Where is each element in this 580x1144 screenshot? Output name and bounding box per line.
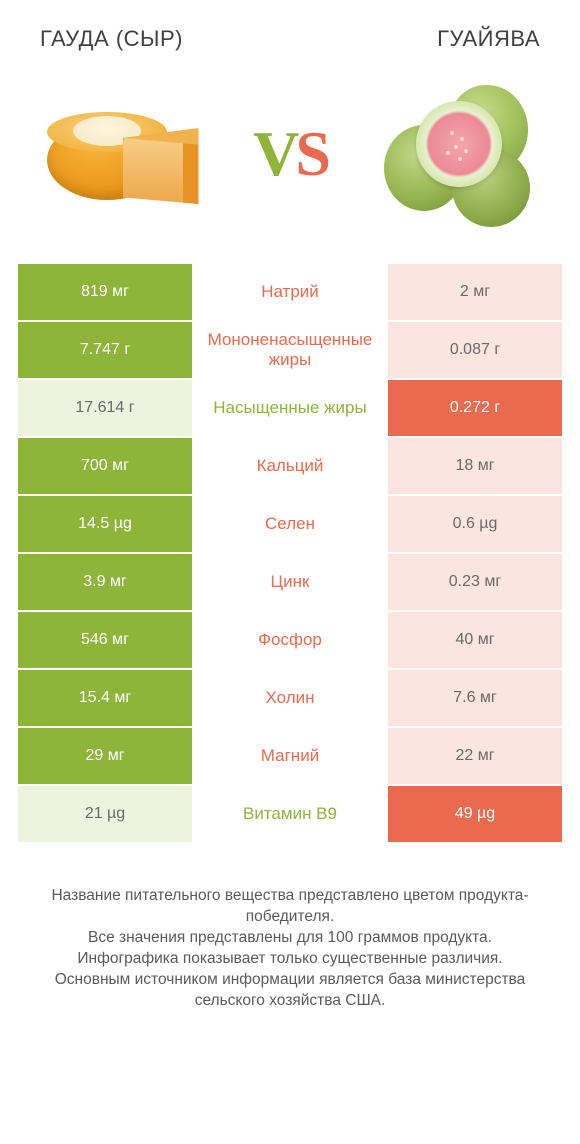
table-row: 546 мгФосфор40 мг (18, 612, 562, 670)
header: ГАУДА (СЫР) ГУАЙЯВА (0, 0, 580, 64)
table-row: 3.9 мгЦинк0.23 мг (18, 554, 562, 612)
left-value: 7.747 г (18, 322, 192, 378)
left-value: 819 мг (18, 264, 192, 320)
nutrient-label: Насыщенные жиры (192, 380, 388, 436)
nutrient-label: Селен (192, 496, 388, 552)
table-row: 17.614 гНасыщенные жиры0.272 г (18, 380, 562, 438)
left-value: 17.614 г (18, 380, 192, 436)
left-value: 546 мг (18, 612, 192, 668)
footnote-line: Название питательного вещества представл… (28, 886, 552, 928)
comparison-table: 819 мгНатрий2 мг7.747 гМононенасыщенные … (0, 264, 580, 844)
right-value: 0.6 µg (388, 496, 562, 552)
right-value: 2 мг (388, 264, 562, 320)
footnote-line: Основным источником информации является … (28, 970, 552, 1012)
left-product-title: ГАУДА (СЫР) (40, 26, 183, 52)
right-value: 22 мг (388, 728, 562, 784)
table-row: 700 мгКальций18 мг (18, 438, 562, 496)
nutrient-label: Магний (192, 728, 388, 784)
table-row: 819 мгНатрий2 мг (18, 264, 562, 322)
left-value: 700 мг (18, 438, 192, 494)
visual-row: VS (0, 64, 580, 264)
table-row: 14.5 µgСелен0.6 µg (18, 496, 562, 554)
table-row: 21 µgВитамин B949 µg (18, 786, 562, 844)
table-row: 7.747 гМононенасыщенные жиры0.087 г (18, 322, 562, 380)
left-value: 29 мг (18, 728, 192, 784)
vs-v: V (253, 118, 295, 189)
right-value: 0.272 г (388, 380, 562, 436)
table-row: 15.4 мгХолин7.6 мг (18, 670, 562, 728)
right-value: 49 µg (388, 786, 562, 842)
right-value: 0.23 мг (388, 554, 562, 610)
nutrient-label: Цинк (192, 554, 388, 610)
left-value: 14.5 µg (18, 496, 192, 552)
footnote-line: Инфографика показывает только существенн… (28, 949, 552, 970)
left-value: 3.9 мг (18, 554, 192, 610)
right-product-title: ГУАЙЯВА (437, 26, 540, 52)
left-value: 15.4 мг (18, 670, 192, 726)
guava-icon (375, 79, 540, 229)
footnote: Название питательного вещества представл… (0, 844, 580, 1012)
nutrient-label: Фосфор (192, 612, 388, 668)
right-value: 18 мг (388, 438, 562, 494)
left-value: 21 µg (18, 786, 192, 842)
nutrient-label: Кальций (192, 438, 388, 494)
nutrient-label: Витамин B9 (192, 786, 388, 842)
nutrient-label: Холин (192, 670, 388, 726)
right-value: 7.6 мг (388, 670, 562, 726)
nutrient-label: Натрий (192, 264, 388, 320)
vs-s: S (295, 118, 327, 189)
footnote-line: Все значения представлены для 100 граммо… (28, 928, 552, 949)
cheese-icon (40, 79, 205, 229)
table-row: 29 мгМагний22 мг (18, 728, 562, 786)
right-value: 0.087 г (388, 322, 562, 378)
right-value: 40 мг (388, 612, 562, 668)
nutrient-label: Мононенасыщенные жиры (192, 322, 388, 378)
vs-label: VS (253, 117, 327, 191)
